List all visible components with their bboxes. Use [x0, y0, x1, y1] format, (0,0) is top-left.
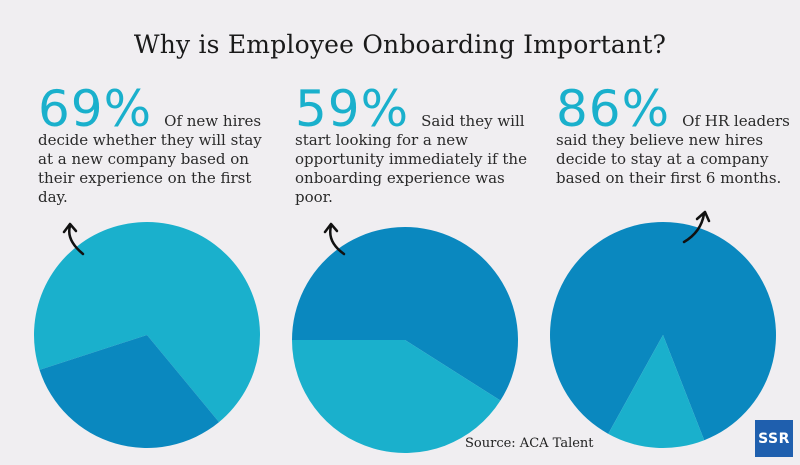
stat-percent-3: 86% — [556, 80, 671, 138]
pie-3-slice-2 — [608, 335, 705, 448]
arrow-icon-2 — [329, 224, 346, 256]
pie-1-slice-2 — [39, 335, 220, 449]
stat-percent-2: 59% — [295, 80, 410, 138]
page-title: Why is Employee Onboarding Important? — [133, 30, 667, 59]
pie-2-slice-2 — [292, 340, 501, 454]
source-text: Source: ACA Talent — [465, 436, 594, 451]
arrow-icon-1-head — [62, 222, 78, 234]
stat-text-3: Of HR leaders said they believe new hire… — [556, 112, 790, 187]
pie-3-slice-1 — [550, 221, 777, 441]
arrow-icon-3 — [682, 212, 706, 244]
pie-2-slice-1 — [292, 227, 518, 401]
stat-text-2: Said they will start looking for a new o… — [295, 112, 527, 206]
stat-block-1: 69% Of new hires decide whether they will… — [38, 84, 278, 207]
stat-block-3: 86% Of HR leaders said they believe new h… — [556, 84, 796, 188]
stat-percent-1: 69% — [38, 80, 153, 138]
stat-text-1: Of new hires decide whether they will st… — [38, 112, 262, 206]
arrow-icon-3-head — [695, 210, 711, 223]
stat-block-2: 59% Said they will start looking for a ne… — [295, 84, 535, 207]
ssr-logo: SSR — [755, 420, 793, 457]
arrow-icon-1 — [68, 224, 85, 256]
arrow-icon-2-head — [323, 222, 339, 234]
pie-1-slice-1 — [33, 222, 261, 423]
